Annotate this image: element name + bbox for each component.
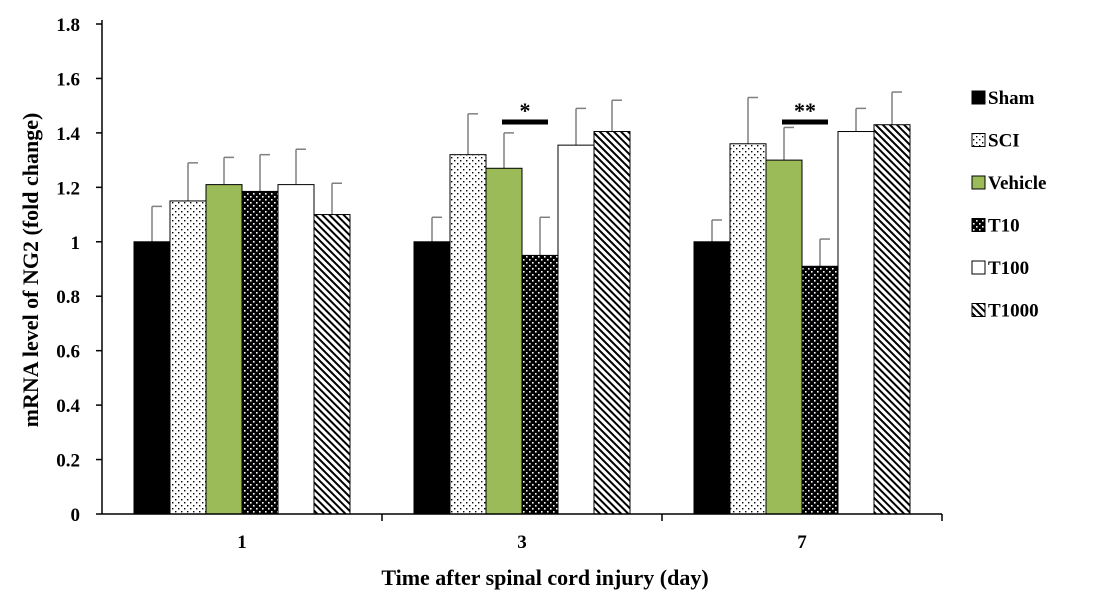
legend-swatch-sci <box>971 133 986 147</box>
legend-label-t100: T100 <box>988 258 1029 279</box>
x-axis-title: Time after spinal cord injury (day) <box>381 565 708 590</box>
legend-swatch-t1000 <box>971 303 986 317</box>
bar-vehicle-day-1 <box>205 184 243 515</box>
bar-t10-day-1 <box>241 190 279 515</box>
y-tick-label: 1.6 <box>56 69 80 90</box>
y-tick-label: 0 <box>71 505 81 526</box>
y-tick-label: 0.2 <box>56 451 80 472</box>
bar-sham-day-3 <box>413 241 451 515</box>
bar-sham-day-1 <box>133 241 171 515</box>
bar-vehicle-day-7 <box>765 159 803 515</box>
legend-label-sham: Sham <box>988 88 1035 109</box>
bar-t1000-day-1 <box>313 214 351 515</box>
significance-label: ** <box>794 98 816 123</box>
legend-swatch-t100 <box>971 260 986 275</box>
bar-sci-day-1 <box>169 200 207 515</box>
bar-t100-day-7 <box>837 131 875 515</box>
legend-swatch-vehicle <box>971 175 986 190</box>
y-tick-label: 1.4 <box>56 124 80 145</box>
bar-t1000-day-7 <box>873 124 911 515</box>
bar-sci-day-7 <box>729 143 767 515</box>
bar-t1000-day-3 <box>593 131 631 515</box>
bar-t10-day-3 <box>521 254 559 515</box>
y-tick-label: 1.2 <box>56 178 80 199</box>
y-tick-label: 0.4 <box>56 396 80 417</box>
bar-t100-day-1 <box>277 184 315 515</box>
legend-label-sci: SCI <box>988 131 1020 152</box>
bar-vehicle-day-3 <box>485 167 523 515</box>
y-tick-label: 0.8 <box>56 287 80 308</box>
x-tick-label: 3 <box>517 532 527 553</box>
bar-sham-day-7 <box>693 241 731 515</box>
bar-t10-day-7 <box>801 265 839 515</box>
y-tick-label: 1.8 <box>56 15 80 36</box>
x-tick-label: 7 <box>797 532 807 553</box>
legend-swatch-sham <box>971 90 986 105</box>
legend-label-t1000: T1000 <box>988 301 1039 322</box>
y-axis-title: mRNA level of NG2 (fold change) <box>18 113 43 428</box>
legend-label-vehicle: Vehicle <box>988 173 1046 194</box>
bar-t100-day-3 <box>557 144 595 515</box>
y-tick-label: 0.6 <box>56 342 80 363</box>
bar-sci-day-3 <box>449 154 487 515</box>
legend-label-t10: T10 <box>988 216 1020 237</box>
x-tick-label: 1 <box>237 532 247 553</box>
legend-swatch-t10 <box>971 218 986 232</box>
significance-label: * <box>520 98 531 123</box>
y-tick-label: 1 <box>71 233 81 254</box>
